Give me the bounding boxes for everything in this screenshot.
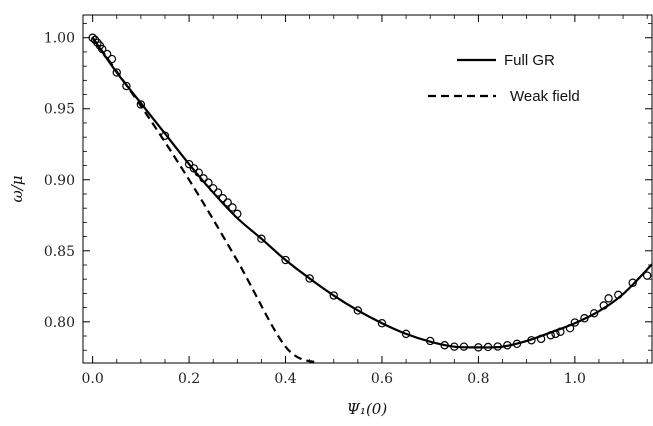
legend: Full GR Weak field bbox=[428, 52, 580, 105]
data-point-marker bbox=[459, 342, 469, 351]
data-point-marker bbox=[570, 318, 580, 327]
x-tick-label: 0.8 bbox=[467, 371, 489, 387]
data-point-marker bbox=[589, 309, 599, 318]
data-point-marker bbox=[353, 306, 363, 315]
y-tick-label: 0.95 bbox=[44, 102, 75, 118]
data-point-marker bbox=[213, 188, 223, 197]
data-point-marker bbox=[599, 301, 608, 310]
data-point-marker bbox=[474, 343, 483, 352]
x-tick-label: 1.0 bbox=[564, 371, 586, 387]
data-point-marker bbox=[580, 314, 589, 323]
x-tick-label: 0.2 bbox=[178, 371, 200, 387]
data-point-marker bbox=[503, 341, 512, 350]
data-point-marker bbox=[401, 329, 411, 339]
data-point-marker bbox=[512, 339, 522, 349]
y-tick-label: 0.80 bbox=[44, 315, 75, 331]
data-point-marker bbox=[98, 44, 107, 54]
data-point-marker bbox=[233, 209, 242, 219]
data-point-marker bbox=[565, 324, 575, 333]
series-line-full-gr bbox=[91, 37, 652, 349]
data-point-marker bbox=[604, 294, 613, 303]
data-point-marker bbox=[614, 290, 623, 300]
data-point-marker bbox=[204, 178, 213, 187]
data-point-marker bbox=[440, 341, 449, 350]
data-point-marker bbox=[136, 100, 146, 109]
data-point-marker bbox=[546, 331, 555, 340]
x-tick-label: 0.0 bbox=[82, 371, 104, 387]
data-point-marker bbox=[556, 327, 565, 336]
data-point-marker bbox=[257, 234, 266, 243]
x-axis-label: Ψ₁(0) bbox=[347, 400, 388, 418]
y-tick-label: 0.85 bbox=[44, 244, 75, 260]
data-point-marker bbox=[93, 38, 102, 47]
data-point-marker bbox=[122, 81, 131, 91]
data-point-marker bbox=[329, 291, 338, 300]
data-point-marker bbox=[184, 159, 194, 169]
data-point-marker bbox=[450, 342, 459, 351]
data-point-marker bbox=[483, 342, 493, 352]
data-point-marker bbox=[160, 131, 170, 140]
plot-frame bbox=[82, 14, 653, 364]
x-tick-label: 0.6 bbox=[371, 371, 393, 387]
data-point-marker bbox=[218, 194, 228, 203]
data-point-marker bbox=[527, 336, 536, 345]
data-point-marker bbox=[493, 342, 502, 351]
data-point-marker bbox=[189, 164, 199, 173]
axis-ticks: 0.0 0.2 0.4 0.6 0.8 1.0 0.80 0.85 0.90 0.95 1.00 bbox=[44, 15, 652, 387]
data-point-marker bbox=[194, 168, 203, 177]
legend-label-full-gr: Full GR bbox=[504, 52, 555, 69]
data-point-marker bbox=[551, 329, 560, 339]
y-tick-label: 0.90 bbox=[44, 173, 75, 189]
data-point-marker bbox=[88, 33, 97, 42]
markers-layer bbox=[88, 33, 652, 352]
data-point-marker bbox=[112, 68, 121, 77]
series-line-weak-field bbox=[91, 37, 319, 363]
data-point-marker bbox=[199, 174, 208, 183]
y-axis-label: ω/μ bbox=[8, 175, 26, 202]
data-point-marker bbox=[536, 334, 546, 344]
data-point-marker bbox=[208, 184, 218, 193]
data-point-marker bbox=[642, 271, 652, 280]
data-point-marker bbox=[425, 336, 435, 346]
series-layer bbox=[91, 37, 652, 363]
data-point-marker bbox=[377, 319, 387, 328]
x-tick-label: 0.4 bbox=[274, 371, 296, 387]
data-point-marker bbox=[223, 198, 232, 207]
data-point-marker bbox=[281, 255, 290, 265]
data-point-marker bbox=[305, 274, 314, 283]
data-point-marker bbox=[628, 278, 637, 287]
y-tick-label: 1.00 bbox=[44, 31, 75, 47]
data-point-marker bbox=[107, 54, 117, 64]
data-point-marker bbox=[228, 203, 237, 212]
data-point-marker bbox=[102, 49, 112, 59]
data-point-marker bbox=[90, 35, 100, 45]
legend-label-weak-field: Weak field bbox=[510, 88, 580, 105]
